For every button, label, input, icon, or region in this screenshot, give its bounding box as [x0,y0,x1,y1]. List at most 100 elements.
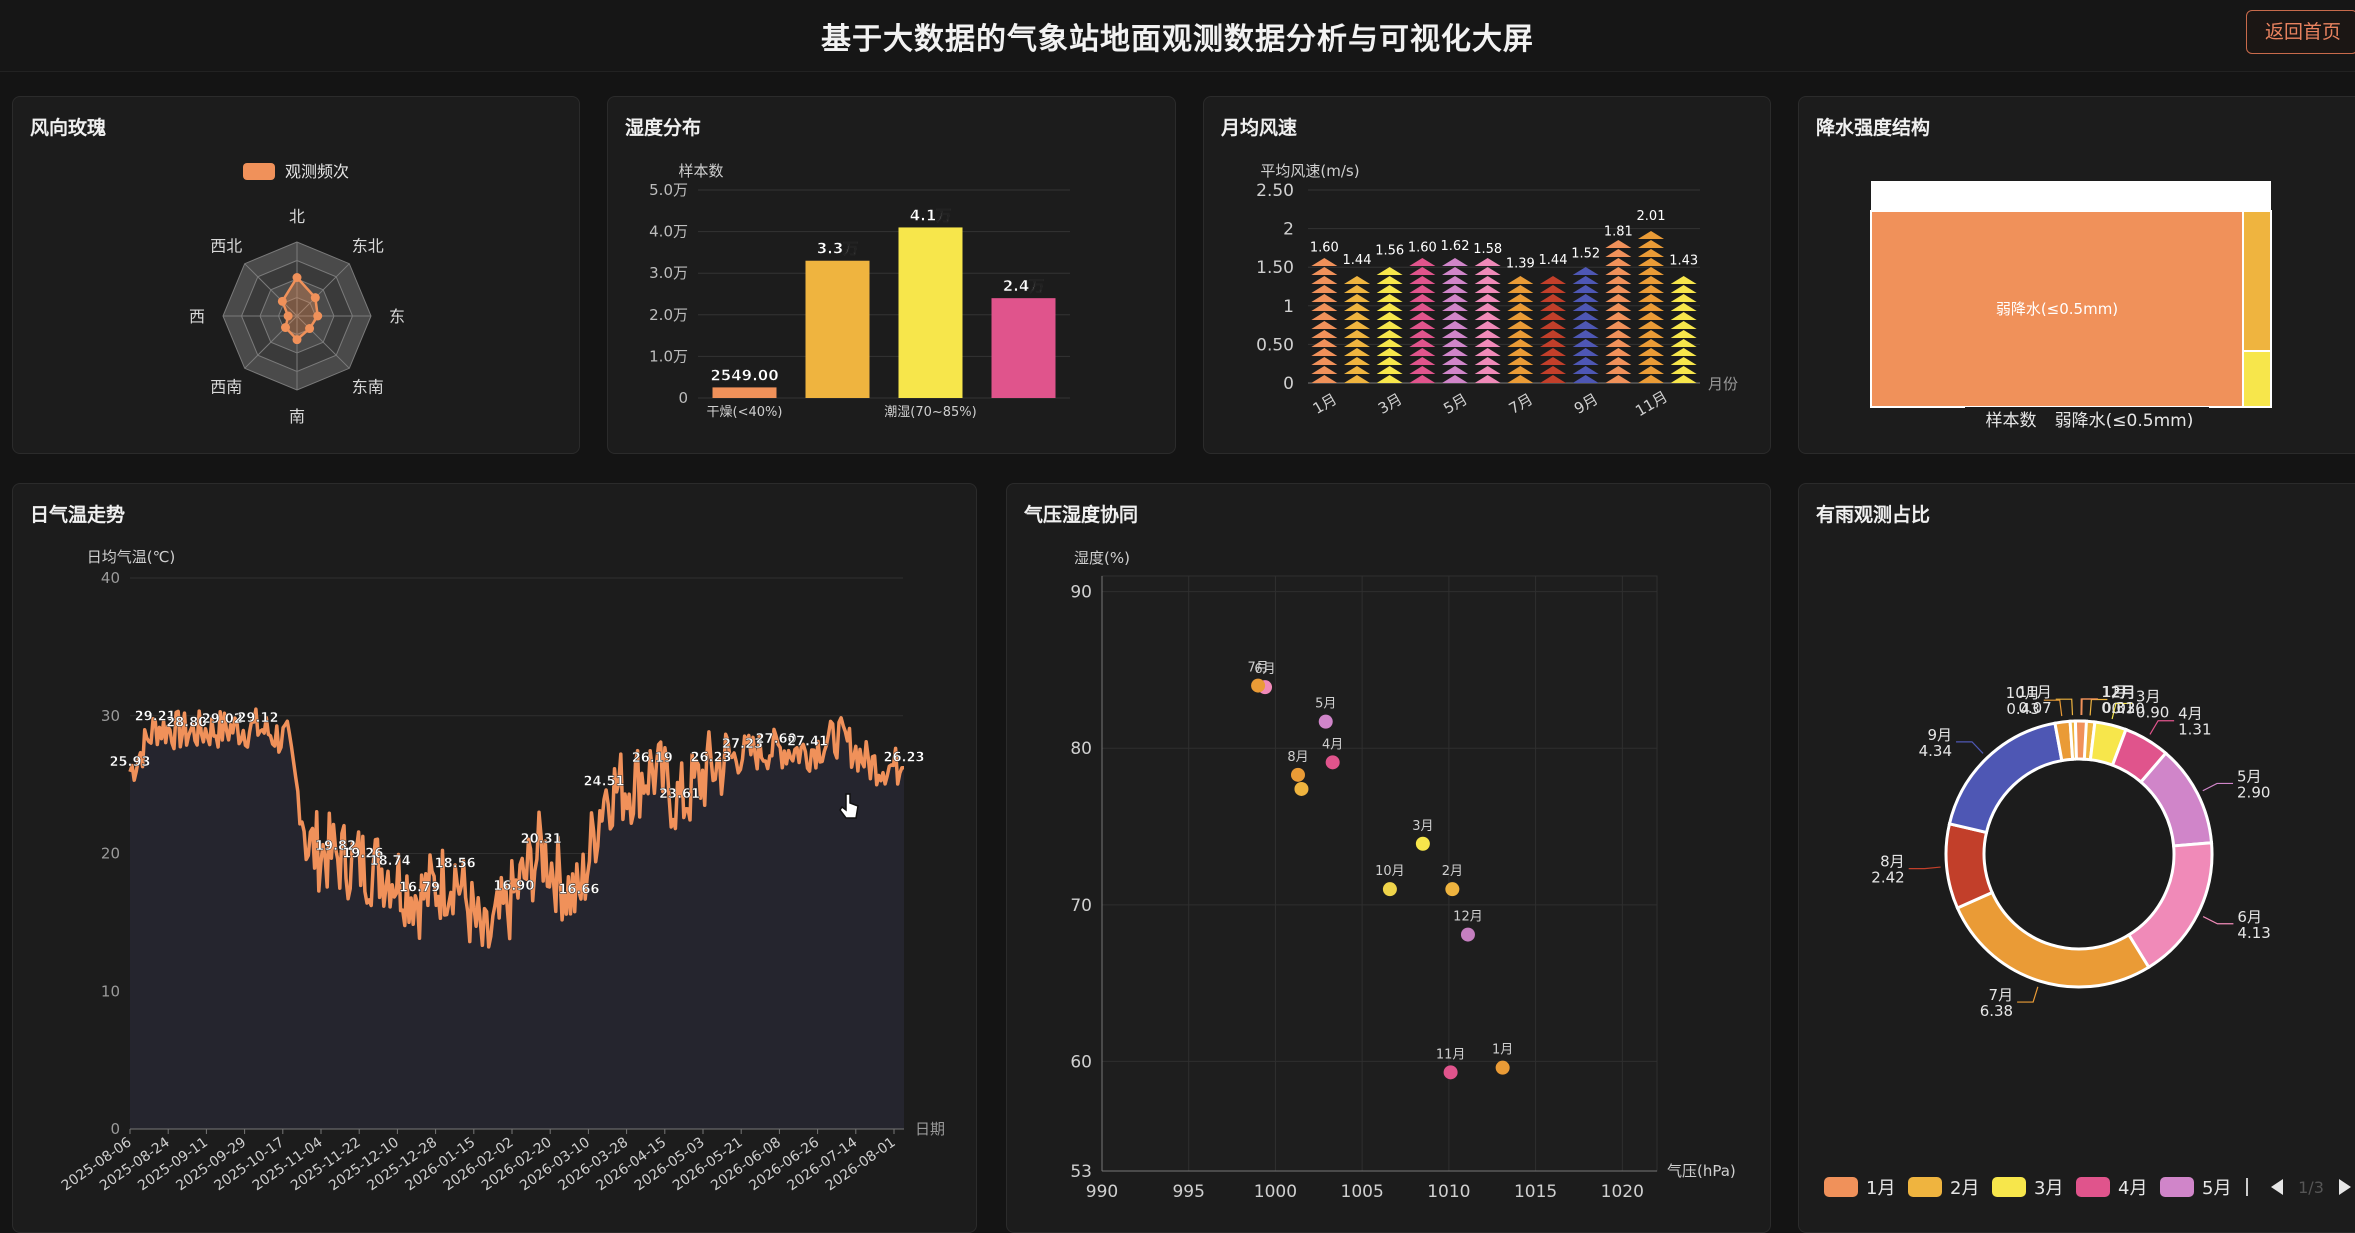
daily-temp-title: 日气温走势 [30,504,126,526]
donut-label-value: 4.13 [2237,924,2270,942]
wind-pictorial-symbol [1638,375,1664,383]
wind-pictorial-symbol [1605,258,1632,266]
donut-label-value: 4.34 [1919,742,1952,760]
wind-pictorial-symbol [1670,294,1697,302]
y-tick-label: 2 [1283,220,1294,240]
wind-pictorial-symbol [1670,357,1697,365]
legend-label[interactable]: 4月 [2118,1178,2147,1199]
temp-data-label: 28.80 [166,715,207,730]
wind-pictorial-symbol [1442,303,1468,311]
wind-pictorial-symbol [1540,330,1566,338]
wind-pictorial-symbol [1605,366,1632,374]
x-tick-label: 1010 [1427,1182,1470,1202]
wind-pictorial-symbol [1376,294,1403,302]
wind-pictorial-symbol [1442,357,1468,365]
donut-label-line [2202,916,2234,925]
legend-label[interactable]: 3月 [2034,1178,2063,1199]
donut-label-line [1956,741,1984,754]
donut-label-name: 5月 [2237,767,2262,785]
legend-swatch-icon[interactable] [2076,1177,2110,1197]
wind-pictorial-symbol [1540,339,1566,347]
temp-data-label: 16.90 [493,879,534,894]
bar-data-label: 1.52 [1571,247,1600,262]
legend-label[interactable]: 5月 [2202,1178,2231,1199]
donut-label-name: 1月 [2102,683,2127,701]
y-tick-label: 0 [678,389,688,407]
wind-pictorial-symbol [1311,330,1338,338]
scatter-point-label: 12月 [1453,910,1483,925]
wind-pictorial-symbol [1507,357,1534,365]
wind-pictorial-symbol [1344,330,1370,338]
y-tick-label: 60 [1070,1052,1092,1072]
donut-label-name: 9月 [1927,726,1952,744]
wind-pictorial-symbol [1670,321,1697,329]
temp-data-label: 27.23 [722,737,763,752]
legend-swatch-icon[interactable] [1824,1177,1858,1197]
wind-pictorial-symbol [1638,366,1664,374]
wind-pictorial-symbol [1409,339,1436,347]
legend-prev-icon[interactable] [2271,1179,2283,1195]
temp-data-label: 27.60 [755,732,796,747]
donut-slice [1944,821,1995,910]
legend-swatch-icon[interactable] [1908,1177,1942,1197]
wind-pictorial-symbol [1507,294,1534,302]
y-tick-label: 10 [101,982,120,1000]
legend-next-icon[interactable] [2339,1179,2351,1195]
wind-pictorial-symbol [1638,249,1664,257]
wind-pictorial-symbol [1605,357,1632,365]
wind-pictorial-symbol [1507,312,1534,320]
donut-slice [2126,841,2214,970]
wind-pictorial-symbol [1605,321,1632,329]
legend-label[interactable]: 观测频次 [285,162,349,181]
wind-pictorial-symbol [1572,276,1599,284]
temp-data-label: 19.82 [315,839,356,854]
x-tick-label: 1020 [1601,1182,1644,1202]
scatter-point-label: 4月 [1322,737,1343,752]
wind-pictorial-symbol [1638,258,1664,266]
legend-label[interactable]: 2月 [1950,1178,1979,1199]
humidity-bar [991,298,1056,398]
wind-pictorial-symbol [1605,339,1632,347]
y-tick-label: 70 [1070,896,1092,916]
x-tick-label: 1000 [1254,1182,1297,1202]
legend-swatch-icon[interactable] [2160,1177,2194,1197]
daily-temp-card: 日气温走势 日均气温(℃) 40 30 20 10 0 日期 25.93 29.21 28.80 2… [12,483,977,1233]
temp-series-line [128,707,904,949]
legend-swatch-icon[interactable] [1992,1177,2026,1197]
wind-pictorial-symbol [1344,312,1370,320]
legend-label[interactable]: 1月 [1866,1178,1895,1199]
wind-pictorial-symbol [1474,285,1501,293]
wind-pictorial-symbol [1311,258,1338,266]
wind-pictorial-symbol [1572,348,1599,356]
temp-data-label: 18.74 [370,854,411,869]
wind-pictorial-symbol [1670,330,1697,338]
pressure-humidity-chart: 湿度(%) 990 995 1000 1005 1010 1015 1020 90 80 70 60 5… [1070,549,1735,1202]
x-tick-label: 5月 [1440,390,1470,418]
x-tick-label: 1015 [1514,1182,1557,1202]
y-axis-title: 湿度(%) [1074,549,1130,567]
wind-pictorial-symbol [1474,357,1501,365]
humidity-bar [712,387,777,398]
back-home-button[interactable]: 返回首页 [2246,10,2355,54]
wind-pictorial-symbol [1670,348,1697,356]
scatter-point-label: 11月 [1436,1047,1466,1062]
legend-swatch-icon[interactable] [243,163,275,180]
wind-pictorial-symbol [1474,321,1501,329]
wind-pictorial-symbol [1311,348,1338,356]
wind-pictorial-symbol [1474,339,1501,347]
radar-point [292,273,302,283]
temp-data-label: 16.79 [399,881,440,896]
scatter-point [1382,882,1397,897]
humidity-card: 湿度分布 样本数 5.0万 4.0万 3.0万 2.0万 1.0万 0 2549.00 干燥(<… [607,96,1176,454]
y-tick-label: 0.50 [1256,335,1294,355]
precip-card: 降水强度结构 弱降水(≤0.5mm) 样本数 弱降水(≤0.5mm) [1798,96,2355,454]
y-tick-label: 1.50 [1256,258,1294,278]
cursor-icon [839,793,859,819]
treemap-node [2242,350,2272,408]
donut-label-name: 4月 [2178,705,2203,723]
wind-pictorial-symbol [1507,366,1534,374]
wind-pictorial-symbol [1442,267,1468,275]
treemap-node-label: 弱降水(≤0.5mm) [1996,300,2118,318]
wind-pictorial-symbol [1376,285,1403,293]
